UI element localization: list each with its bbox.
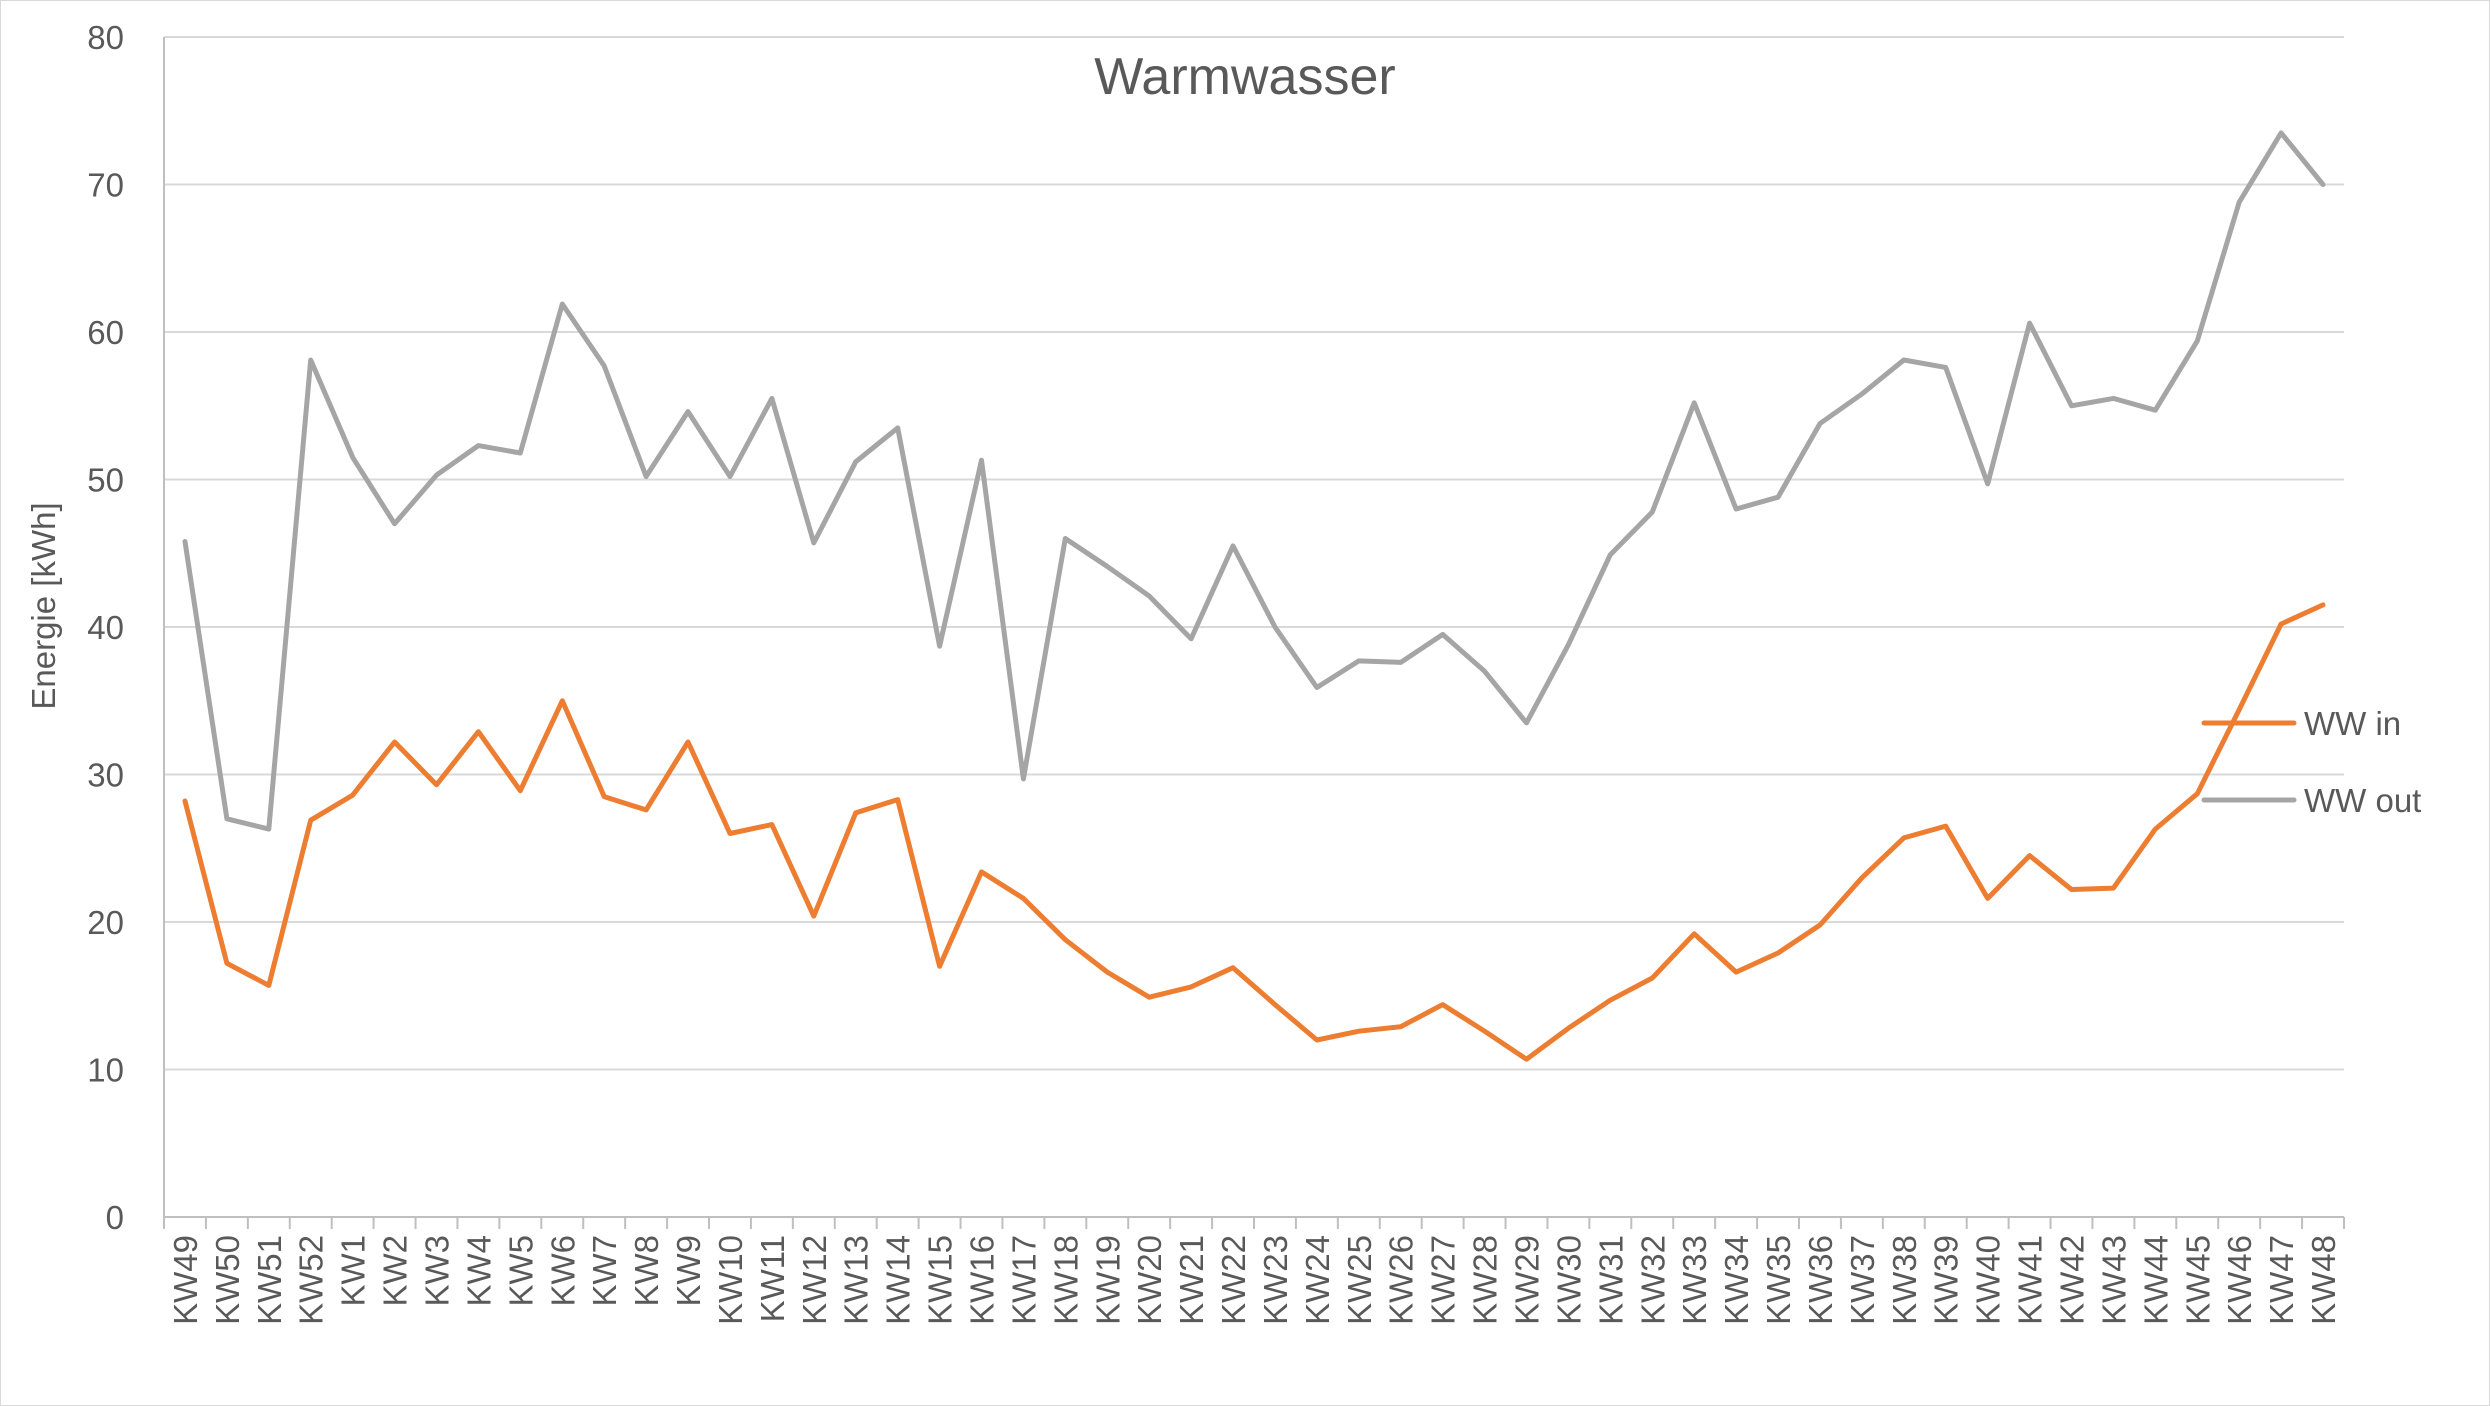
x-tick-label: KW38 (1886, 1235, 1923, 1325)
legend-label: WW out (2304, 782, 2421, 819)
gridlines (164, 36, 2344, 1071)
x-tick-label: KW18 (1047, 1235, 1084, 1325)
axes (163, 37, 2345, 1229)
x-tick-label: KW10 (712, 1235, 749, 1325)
x-tick-label: KW2 (377, 1235, 414, 1307)
x-tick-label: KW24 (1299, 1235, 1336, 1325)
x-tick-label: KW8 (628, 1235, 665, 1307)
x-tick-label: KW32 (1634, 1235, 1671, 1325)
x-tick-label: KW30 (1550, 1235, 1587, 1325)
x-tick-label: KW23 (1257, 1235, 1294, 1325)
x-tick-label: KW4 (460, 1235, 497, 1307)
y-tick-label: 0 (106, 1199, 124, 1236)
x-tick-label: KW51 (251, 1235, 288, 1325)
x-tick-label: KW6 (544, 1235, 581, 1307)
y-tick-label: 30 (87, 757, 124, 794)
x-tick-label: KW46 (2221, 1235, 2258, 1325)
x-tick-label: KW45 (2179, 1235, 2216, 1325)
x-tick-label: KW13 (838, 1235, 875, 1325)
x-tick-label: KW34 (1718, 1235, 1755, 1325)
x-tick-label: KW31 (1592, 1235, 1629, 1325)
y-tick-label: 10 (87, 1052, 124, 1089)
y-tick-label: 70 (87, 167, 124, 204)
y-tick-labels: 0 10 20 30 40 50 60 70 80 (87, 19, 124, 1236)
x-tick-label: KW17 (1005, 1235, 1042, 1325)
x-tick-label: KW33 (1676, 1235, 1713, 1325)
x-tick-label: KW39 (1928, 1235, 1965, 1325)
x-tick-label: KW9 (670, 1235, 707, 1307)
x-tick-label: KW47 (2263, 1235, 2300, 1325)
x-tick-label: KW15 (922, 1235, 959, 1325)
series-lines (182, 130, 2326, 1062)
x-tick-label: KW35 (1760, 1235, 1797, 1325)
y-axis-label: Energie [kWh] (25, 502, 62, 709)
chart-title: Warmwasser (1094, 48, 1395, 106)
y-tick-label: 40 (87, 609, 124, 646)
x-tick-label: KW43 (2095, 1235, 2132, 1325)
x-tick-label: KW26 (1383, 1235, 1420, 1325)
series-line-ww-out (182, 130, 2326, 832)
x-tick-label: KW44 (2137, 1235, 2174, 1325)
x-tick-label: KW50 (209, 1235, 246, 1325)
x-tick-label: KW29 (1509, 1235, 1546, 1325)
x-tick-label: KW20 (1131, 1235, 1168, 1325)
y-tick-label: 50 (87, 462, 124, 499)
x-tick-label: KW7 (586, 1235, 623, 1307)
x-tick-labels: KW49 KW50 KW51 KW52 KW1 KW2 KW3 KW4 KW5 KW6 KW7 KW8… (167, 1235, 2342, 1325)
x-tick-label: KW48 (2305, 1235, 2342, 1325)
legend-label: WW in (2304, 705, 2401, 742)
x-tick-label: KW52 (293, 1235, 330, 1325)
y-tick-label: 60 (87, 314, 124, 351)
x-tick-label: KW40 (1970, 1235, 2007, 1325)
x-tick-label: KW22 (1215, 1235, 1252, 1325)
x-tick-label: KW14 (880, 1235, 917, 1325)
legend: WW in WW out (2201, 705, 2421, 819)
x-tick-label: KW41 (2012, 1235, 2049, 1325)
x-tick-label: KW1 (335, 1235, 372, 1307)
x-tick-label: KW28 (1467, 1235, 1504, 1325)
x-tick-label: KW16 (964, 1235, 1001, 1325)
x-tick-label: KW12 (796, 1235, 833, 1325)
x-tick-label: KW21 (1173, 1235, 1210, 1325)
x-tick-label: KW37 (1844, 1235, 1881, 1325)
x-tick-label: KW49 (167, 1235, 204, 1325)
x-tick-label: KW3 (419, 1235, 456, 1307)
x-tick-label: KW36 (1802, 1235, 1839, 1325)
x-tick-label: KW42 (2054, 1235, 2091, 1325)
series-line-ww-in (182, 602, 2326, 1062)
y-tick-label: 80 (87, 19, 124, 56)
x-tick-label: KW19 (1089, 1235, 1126, 1325)
y-tick-label: 20 (87, 904, 124, 941)
x-tick-label: KW27 (1425, 1235, 1462, 1325)
x-tick-label: KW5 (502, 1235, 539, 1307)
x-tick-label: KW25 (1341, 1235, 1378, 1325)
x-tick-label: KW11 (754, 1235, 791, 1322)
